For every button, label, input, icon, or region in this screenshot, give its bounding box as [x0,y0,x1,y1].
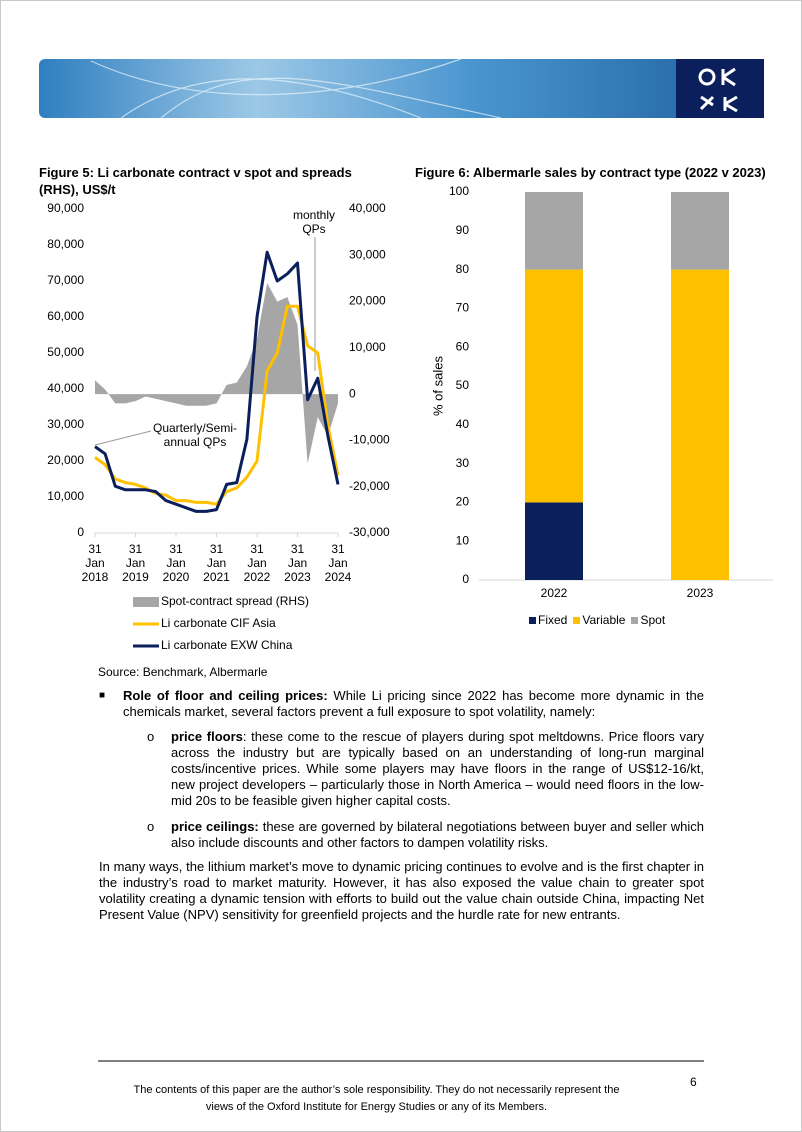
sub-bullet: o price floors: these come to the rescue… [147,729,704,809]
bar-segment [525,192,583,270]
y2-tick-label: 0 [349,386,356,400]
y-tick-label: 20 [456,495,470,509]
y2-tick-label: -10,000 [349,433,390,447]
bullet-title: Role of floor and ceiling prices: [123,688,328,703]
bullet-marker: ■ [99,690,106,701]
y-tick-label: 50,000 [47,345,84,359]
bullet-marker: o [147,819,155,834]
x-tick-label: 31 Jan 2019 [122,542,149,584]
legend-label: Li carbonate EXW China [161,638,293,652]
y2-tick-label: 10,000 [349,340,386,354]
y-tick-label: 70,000 [47,273,84,287]
bar-segment [671,192,729,270]
bullet-text: : these come to the rescue of players du… [171,729,705,808]
y-tick-label: 90 [456,223,470,237]
annotation: Quarterly/Semi-annual QPs [152,421,238,449]
x-tick-label: 31 Jan 2018 [81,542,109,584]
legend-label: Spot-contract spread (RHS) [161,594,309,608]
page-number: 6 [690,1075,697,1089]
footer-text: The contents of this paper are the autho… [133,1084,620,1113]
bullet-title: price ceilings: [171,819,259,834]
legend-swatch [133,597,159,607]
figure-title: Figure 6: Albermarle sales by contract t… [415,165,766,180]
y-tick-label: 20,000 [47,453,84,467]
spread-area [95,283,338,464]
annotation: monthly QPs [292,208,336,236]
y-tick-label: 60 [456,339,470,353]
y-tick-label: 40 [456,417,470,431]
logo [698,67,738,113]
y-tick-label: 70 [456,301,470,315]
y2-tick-label: 40,000 [349,201,386,215]
legend-swatch [529,616,536,624]
x-tick-label: 31 Jan 2020 [162,542,190,584]
y-tick-label: 40,000 [47,381,84,395]
legend-label: Spot [640,613,666,627]
y2-tick-label: 20,000 [349,294,386,308]
bar-segment [525,269,583,503]
y-tick-label: 90,000 [47,201,84,215]
banner-swirl [90,58,502,119]
annotation-pointer [94,430,152,446]
y-tick-label: 60,000 [47,309,84,323]
bullet-text: While Li pricing since 2022 has become m… [123,688,704,719]
legend-label: Fixed [538,613,568,627]
bullet-text: these are governed by bilateral negotiat… [171,819,704,850]
y-tick-label: 0 [77,525,84,539]
legend-label: Variable [582,613,626,627]
y-axis-label: % of sales [430,356,445,416]
y2-tick-label: -20,000 [349,479,390,493]
legend-label: Li carbonate CIF Asia [161,616,276,630]
x-tick-label: 31 Jan 2022 [243,542,271,584]
x-tick-label: 2023 [687,586,714,600]
series-line [94,250,340,513]
x-tick-label: 31 Jan 2024 [324,542,352,584]
banner [39,59,764,118]
y-tick-label: 10 [456,533,470,547]
y-tick-label: 10,000 [47,489,84,503]
y-tick-label: 30 [456,456,470,470]
y-tick-label: 0 [462,572,469,586]
paragraph: In many ways, the lithium market’s move … [99,859,704,922]
series-line [94,304,340,506]
source: Source: Benchmark, Albermarle [98,665,268,679]
y-tick-label: 50 [456,378,470,392]
legend: Fixed Variable Spot [529,612,665,628]
legend-swatch [631,616,639,624]
bullet-marker: o [147,729,155,744]
logo-box [676,59,764,118]
sub-bullet: o price ceilings: these are governed by … [147,819,704,851]
x-tick-label: 2022 [541,586,568,600]
legend-swatch [573,616,581,624]
bar-segment [671,269,729,580]
y-tick-label: 80 [456,262,470,276]
y-tick-label: 30,000 [47,417,84,431]
bullet: ■ Role of floor and ceiling prices: Whil… [99,688,704,720]
y2-tick-label: 30,000 [349,247,386,261]
y2-tick-label: -30,000 [349,525,390,539]
figure-title: Figure 5: Li carbonate contract v spot a… [39,165,352,197]
y-tick-label: 80,000 [47,237,84,251]
bar-segment [525,502,583,580]
x-tick-label: 31 Jan 2023 [284,542,311,584]
x-tick-label: 31 Jan 2021 [203,542,230,584]
bullet-title: price floors [171,729,243,744]
y-tick-label: 100 [449,184,469,198]
